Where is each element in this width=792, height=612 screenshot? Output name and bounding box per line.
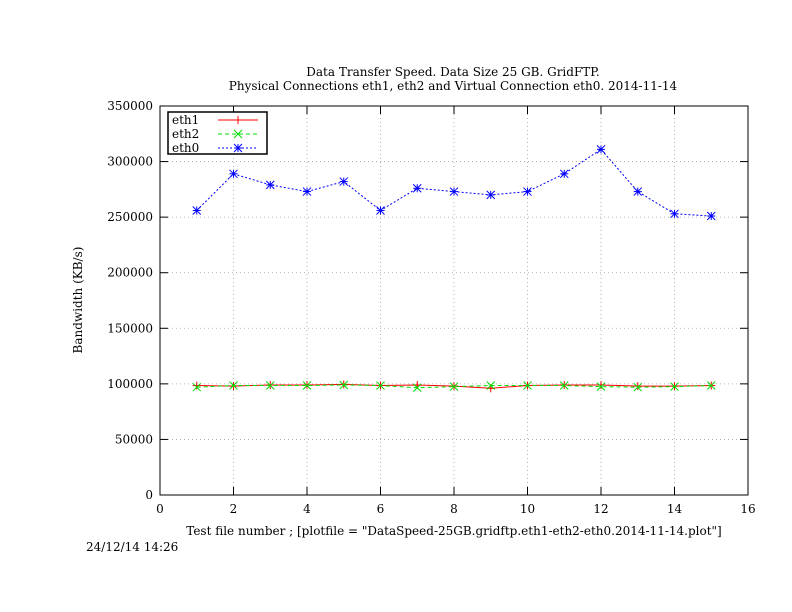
data-point (596, 144, 606, 154)
x-tick-label: 16 (740, 502, 755, 516)
y-axis-label: Bandwidth (KB/s) (71, 247, 85, 354)
data-point (670, 209, 679, 219)
x-axis-label: Test file number ; [plotfile = "DataSpee… (186, 524, 721, 538)
x-tick-label: 6 (377, 502, 385, 516)
data-point (449, 187, 459, 196)
data-point (234, 116, 242, 124)
x-tick-label: 8 (450, 502, 458, 516)
legend-label-eth0: eth0 (172, 141, 199, 155)
data-point (449, 382, 459, 391)
data-point (229, 169, 238, 179)
data-point (559, 381, 569, 390)
data-point (633, 382, 642, 391)
y-tick-label: 0 (145, 488, 153, 502)
data-point (192, 382, 202, 392)
x-tick-label: 4 (303, 502, 311, 516)
data-point (192, 206, 202, 215)
chart-subtitle: Physical Connections eth1, eth2 and Virt… (229, 79, 678, 93)
data-point (233, 143, 243, 153)
legend-box (167, 111, 268, 155)
series-group (192, 144, 716, 393)
data-point (486, 190, 496, 200)
data-point (486, 381, 496, 390)
data-point (597, 380, 605, 389)
timestamp: 24/12/14 14:26 (86, 540, 179, 554)
plot-frame (159, 105, 749, 496)
data-point (229, 381, 238, 390)
x-tick-label: 12 (593, 502, 608, 516)
data-point (302, 187, 312, 196)
x-tick-label: 0 (156, 502, 164, 516)
data-point (706, 211, 716, 221)
chart-title: Data Transfer Speed. Data Size 25 GB. Gr… (306, 65, 599, 79)
data-point (412, 183, 422, 193)
data-point (339, 380, 349, 390)
grid-lines (160, 106, 748, 495)
data-point (233, 129, 243, 139)
data-point (633, 187, 643, 196)
data-point (596, 382, 606, 391)
y-tick-label: 250000 (107, 210, 153, 224)
data-point (192, 381, 201, 390)
data-point (376, 381, 385, 390)
y-tick-label: 50000 (115, 432, 153, 446)
x-tick-label: 10 (520, 502, 535, 516)
y-tick-label: 350000 (107, 99, 153, 113)
legend-label-eth2: eth2 (172, 127, 199, 141)
data-point (523, 187, 532, 196)
data-point (265, 180, 275, 190)
data-point (412, 383, 422, 393)
data-point (706, 381, 716, 390)
data-point (559, 169, 569, 179)
data-point (376, 206, 385, 215)
x-tick-label: 14 (667, 502, 683, 516)
legend-label-eth1: eth1 (172, 113, 199, 127)
series-line-eth2 (196, 384, 712, 389)
data-point (633, 382, 643, 392)
data-point (339, 177, 349, 186)
y-tick-label: 300000 (107, 155, 153, 169)
x-tick-label: 2 (230, 502, 238, 516)
data-point (265, 381, 275, 390)
y-tick-label: 200000 (107, 266, 153, 280)
y-tick-label: 150000 (107, 321, 153, 335)
data-point (670, 382, 679, 391)
y-tick-label: 100000 (107, 377, 153, 391)
axis-ticks: 0 50000 100000 150000 200000 250000 300000 3500… (107, 99, 755, 516)
data-point (523, 381, 532, 390)
data-point (302, 381, 312, 390)
